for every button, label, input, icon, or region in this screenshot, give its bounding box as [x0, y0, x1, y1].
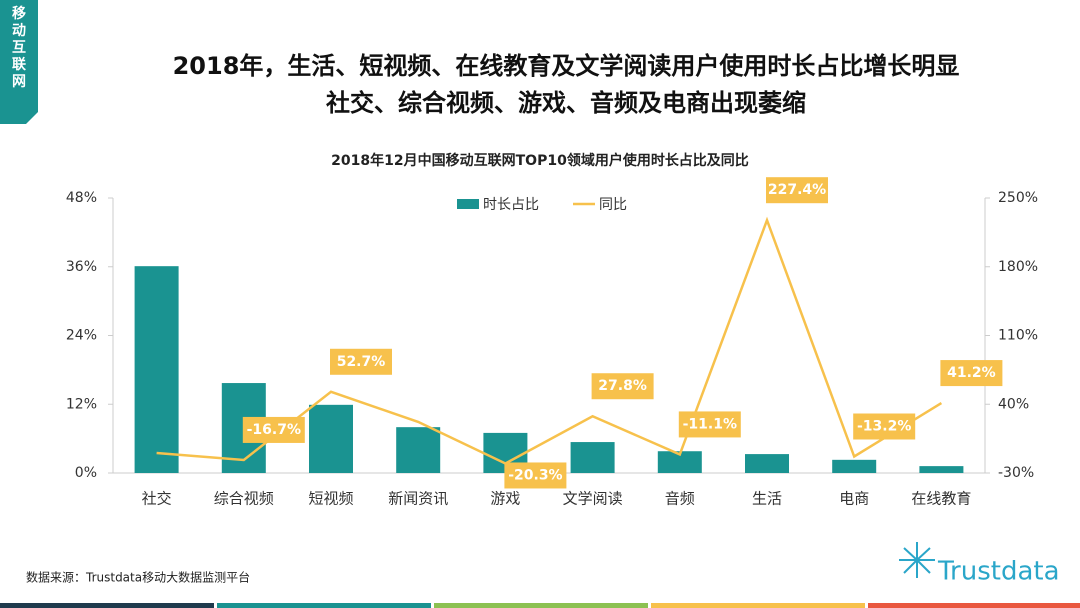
- legend-label: 同比: [599, 197, 627, 213]
- data-label: -13.2%: [853, 413, 916, 440]
- data-label-text: 41.2%: [947, 365, 996, 381]
- x-tick-label: 游戏: [490, 490, 520, 508]
- title-line: 2018年，生活、短视频、在线教育及文学阅读用户使用时长占比增长明显: [173, 52, 960, 80]
- y2-tick-label: 40%: [998, 396, 1029, 412]
- data-label-box: [504, 462, 567, 489]
- bar: [134, 266, 179, 473]
- y-tick-label: 48%: [66, 190, 97, 206]
- data-label-text: -11.1%: [683, 416, 737, 432]
- data-label-box: [853, 413, 916, 440]
- data-label: 227.4%: [766, 177, 828, 204]
- data-label: -20.3%: [504, 462, 567, 489]
- data-label-box: [330, 348, 392, 375]
- y2-tick-label: 180%: [998, 259, 1038, 275]
- side-tab: [0, 0, 38, 124]
- x-tick-label: 社交: [142, 490, 172, 508]
- logo-icon: [899, 542, 935, 578]
- data-label: -16.7%: [242, 416, 305, 443]
- tab-label: 移动互联网: [12, 5, 27, 90]
- y2-tick-label: 110%: [998, 328, 1038, 344]
- data-label-box: [591, 373, 654, 400]
- x-tick-label: 新闻资讯: [388, 490, 448, 508]
- x-tick-label: 短视频: [308, 490, 353, 508]
- legend-swatch: [457, 199, 479, 209]
- data-label-text: 27.8%: [598, 378, 647, 394]
- logo-text: Trustdata: [937, 557, 1060, 587]
- data-label-text: 227.4%: [768, 182, 826, 198]
- y-tick-label: 36%: [66, 259, 97, 275]
- data-label-text: -16.7%: [247, 422, 301, 438]
- data-label-box: [242, 416, 305, 443]
- legend-label: 时长占比: [483, 197, 539, 213]
- source: 数据来源：Trustdata移动大数据监测平台: [26, 570, 250, 585]
- y2-tick-label: -30%: [998, 465, 1034, 481]
- data-label-box: [940, 360, 1003, 387]
- data-label-text: 52.7%: [337, 354, 386, 370]
- y-tick-label: 12%: [66, 396, 97, 412]
- chart-subtitle: 2018年12月中国移动互联网TOP10领域用户使用时长占比及同比: [331, 152, 749, 169]
- x-tick-label: 在线教育: [911, 490, 971, 508]
- x-tick-label: 音频: [665, 490, 695, 508]
- data-label: -11.1%: [678, 411, 741, 438]
- bar: [832, 459, 877, 473]
- y2-tick-label: 250%: [998, 190, 1038, 206]
- data-label-box: [766, 177, 828, 204]
- y-tick-label: 24%: [66, 328, 97, 344]
- x-tick-label: 文学阅读: [563, 490, 623, 508]
- bottom-strip: [0, 603, 1080, 608]
- y-tick-label: 0%: [75, 465, 97, 481]
- bar: [657, 451, 702, 473]
- bar: [919, 466, 964, 473]
- data-label: 27.8%: [591, 373, 654, 400]
- data-label-text: -20.3%: [508, 467, 562, 483]
- x-tick-label: 生活: [752, 490, 782, 508]
- data-label-box: [678, 411, 741, 438]
- bar: [570, 442, 615, 473]
- data-label: 52.7%: [330, 348, 392, 375]
- data-label: 41.2%: [940, 360, 1003, 387]
- bar: [745, 454, 789, 473]
- data-label-text: -13.2%: [857, 419, 911, 435]
- bar: [309, 404, 353, 473]
- x-tick-label: 电商: [839, 490, 869, 508]
- x-tick-label: 综合视频: [214, 490, 274, 508]
- bar: [396, 427, 441, 473]
- title-line: 社交、综合视频、游戏、音频及电商出现萎缩: [326, 89, 806, 117]
